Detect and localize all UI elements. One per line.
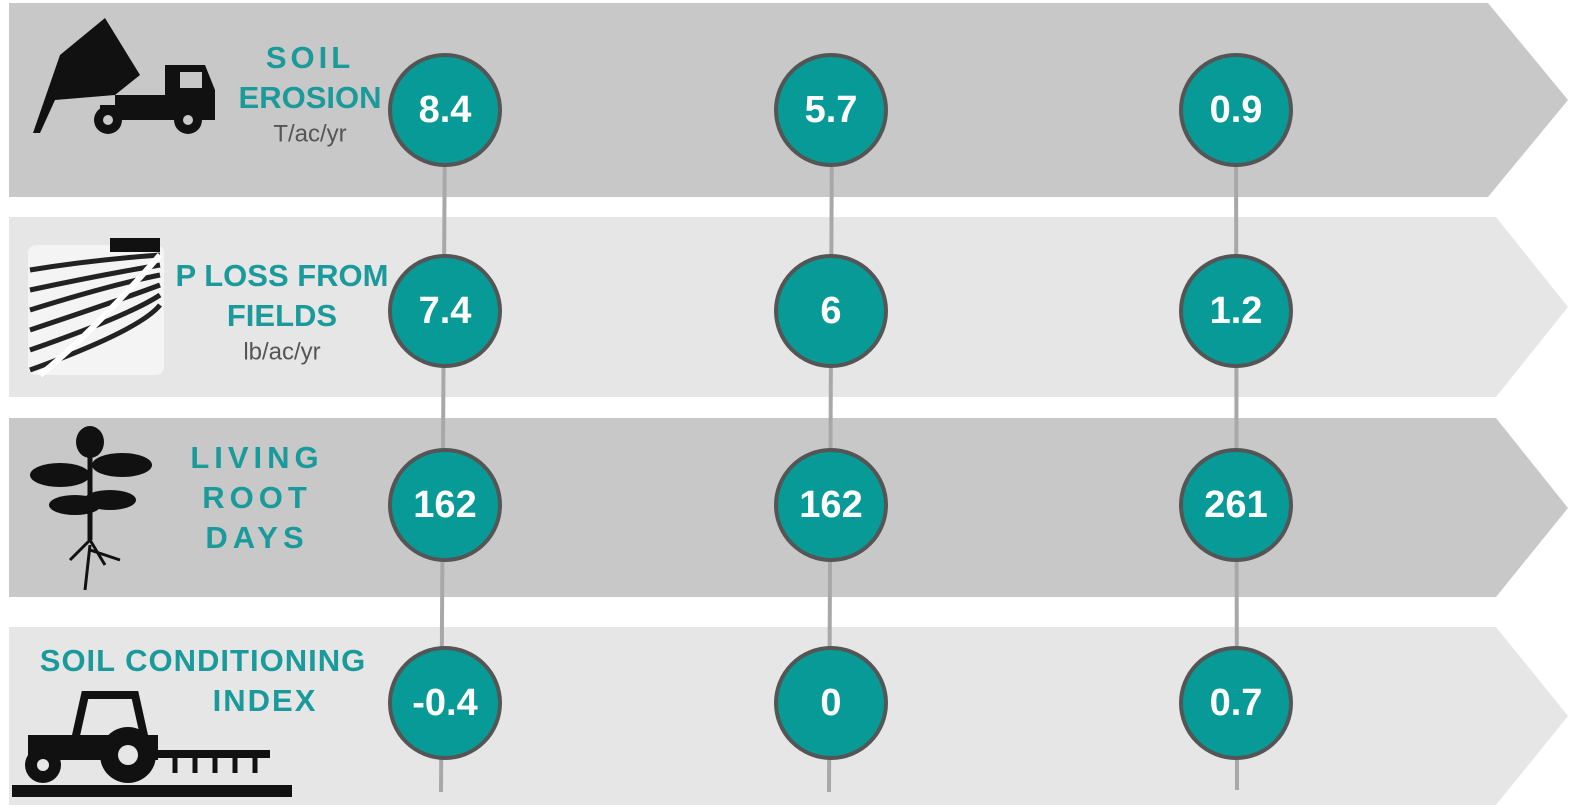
tractor-icon bbox=[12, 691, 292, 797]
row-label: INDEX bbox=[213, 683, 318, 718]
value-circle bbox=[774, 53, 888, 167]
value-circle bbox=[388, 448, 502, 562]
value-label: 0 bbox=[820, 682, 841, 724]
value-label: 1.2 bbox=[1210, 290, 1263, 332]
value-label: 5.7 bbox=[805, 89, 858, 131]
value-circle bbox=[388, 646, 502, 760]
value-circle bbox=[774, 254, 888, 368]
icons bbox=[12, 18, 292, 797]
value-label: 162 bbox=[413, 484, 476, 526]
value-circle bbox=[1179, 254, 1293, 368]
row-label: P LOSS FROM bbox=[175, 258, 388, 293]
row-label: SOIL CONDITIONING bbox=[40, 643, 366, 678]
value-circle bbox=[1179, 448, 1293, 562]
value-circle bbox=[388, 254, 502, 368]
value-circle bbox=[1179, 53, 1293, 167]
value-label: 0.7 bbox=[1210, 682, 1263, 724]
field-icon bbox=[28, 238, 164, 378]
value-label: 162 bbox=[799, 484, 862, 526]
row-label: ROOT bbox=[202, 480, 312, 515]
value-circle bbox=[1179, 646, 1293, 760]
row-label: LIVING bbox=[190, 440, 323, 475]
row-label: SOIL bbox=[266, 40, 354, 75]
value-circle bbox=[774, 448, 888, 562]
row-label: FIELDS bbox=[227, 298, 337, 333]
value-circle bbox=[774, 646, 888, 760]
value-label: 8.4 bbox=[419, 89, 472, 131]
value-label: 261 bbox=[1204, 484, 1267, 526]
value-label: 7.4 bbox=[419, 290, 472, 332]
value-label: 6 bbox=[820, 290, 841, 332]
dump-truck-icon bbox=[33, 18, 215, 134]
row-label: DAYS bbox=[205, 520, 308, 555]
value-label: 0.9 bbox=[1210, 89, 1263, 131]
value-circle bbox=[388, 53, 502, 167]
row-unit: T/ac/yr bbox=[273, 120, 346, 147]
plant-icon bbox=[30, 426, 152, 591]
row-unit: lb/ac/yr bbox=[243, 338, 320, 365]
row-label: EROSION bbox=[239, 80, 382, 115]
value-label: -0.4 bbox=[412, 682, 477, 724]
